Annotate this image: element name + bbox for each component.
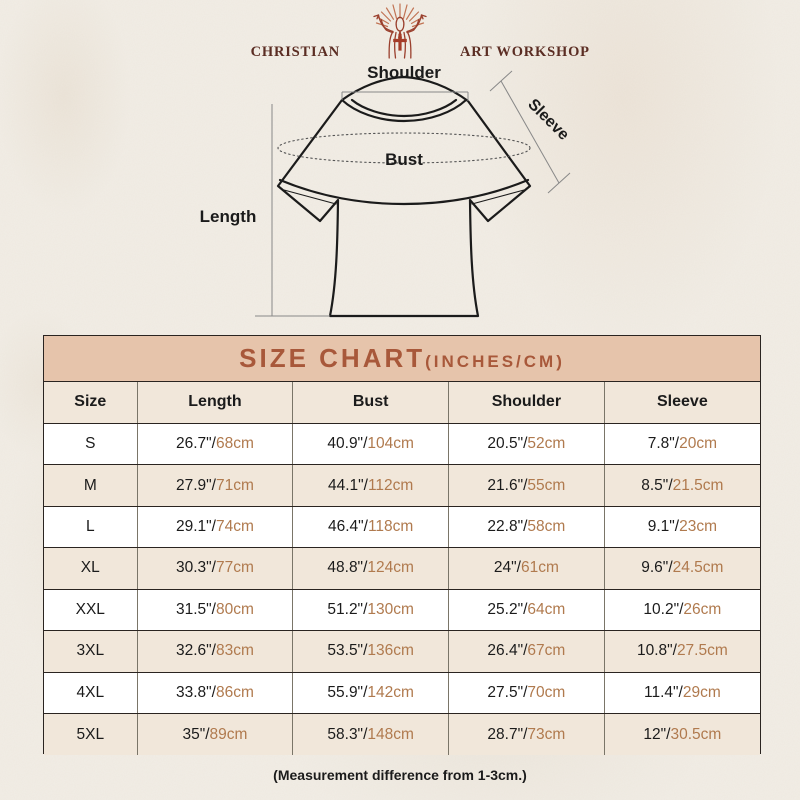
svg-text:Shoulder: Shoulder	[367, 63, 441, 82]
svg-text:Bust: Bust	[385, 150, 423, 169]
svg-text:Length: Length	[200, 207, 257, 226]
svg-text:Sleeve: Sleeve	[524, 96, 572, 144]
